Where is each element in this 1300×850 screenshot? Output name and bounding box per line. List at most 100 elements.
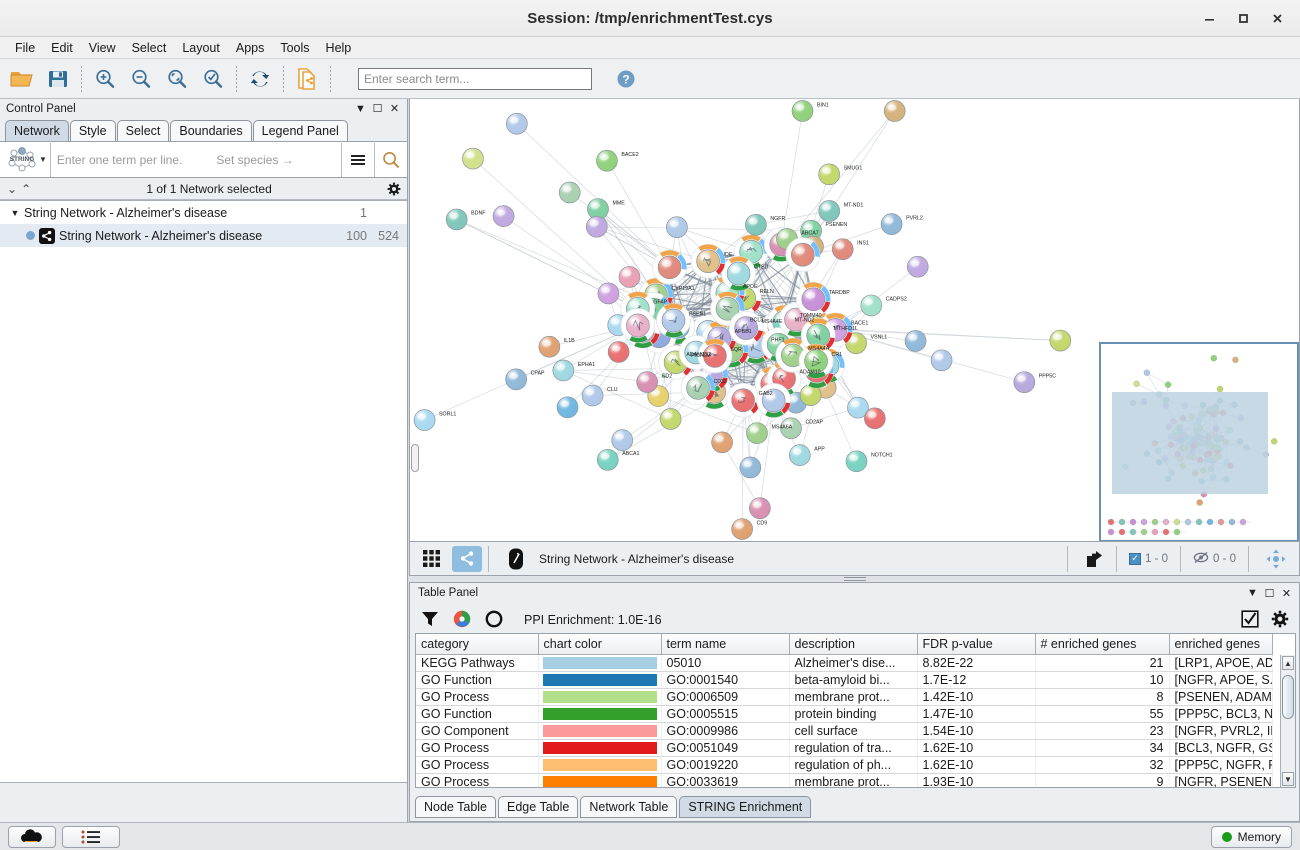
collapse-all-icon[interactable]: ⌄ <box>7 181 18 196</box>
window-controls <box>1192 0 1294 37</box>
table-panel-title: Table Panel <box>418 587 479 599</box>
donut-ring-icon[interactable] <box>484 609 504 632</box>
col-enriched-genes[interactable]: enriched genes <box>1169 634 1273 655</box>
pie-chart-icon[interactable] <box>452 609 472 632</box>
col-fdr-pvalue[interactable]: FDR p-value <box>917 634 1036 655</box>
table-row[interactable]: GO Process GO:0019220 regulation of ph... 1… <box>416 756 1273 774</box>
col-enriched-count[interactable]: # enriched genes <box>1035 634 1170 655</box>
scroll-down-arrow-icon[interactable]: ▼ <box>1282 772 1294 786</box>
tab-legend-panel[interactable]: Legend Panel <box>252 120 348 141</box>
overview-viewport-rect[interactable] <box>1112 392 1268 494</box>
zoom-out-icon[interactable] <box>123 62 159 96</box>
col-description[interactable]: description <box>789 634 918 655</box>
fit-content-icon[interactable] <box>1261 546 1291 572</box>
expand-all-icon[interactable]: ⌃ <box>21 181 32 196</box>
save-icon[interactable] <box>40 62 76 96</box>
table-chevron-down-icon[interactable]: ▼ <box>1247 587 1258 599</box>
help-icon[interactable]: ? <box>608 62 644 96</box>
export-network-icon[interactable] <box>289 62 325 96</box>
menu-help[interactable]: Help <box>325 40 352 55</box>
table-scroll-thumb[interactable] <box>1282 675 1294 719</box>
table-row[interactable]: GO Process GO:0051049 regulation of tra...… <box>416 739 1273 757</box>
tree-expand-icon[interactable]: ▼ <box>10 207 20 218</box>
tab-string-enrichment[interactable]: STRING Enrichment <box>679 796 812 818</box>
table-row[interactable]: GO Component GO:0009986 cell surface 1.54E-… <box>416 722 1273 740</box>
tab-network-table[interactable]: Network Table <box>580 796 678 818</box>
hamburger-menu-icon[interactable] <box>341 142 374 177</box>
set-species-link[interactable]: Set species → <box>216 152 294 167</box>
network-canvas[interactable]: MT-ND2 MT-ND1 VSNL1 GAB2 INS1 IL1B CLU MME BCL3 C… <box>410 99 1299 541</box>
menu-layout[interactable]: Layout <box>182 40 220 55</box>
col-category[interactable]: category <box>416 634 539 655</box>
zoom-in-icon[interactable] <box>87 62 123 96</box>
table-float-icon[interactable]: ☐ <box>1264 587 1275 600</box>
color-swatch <box>542 725 657 737</box>
table-close-icon[interactable]: ✕ <box>1281 587 1292 600</box>
export-image-icon[interactable] <box>1080 546 1110 572</box>
close-panel-icon[interactable]: ✕ <box>389 103 400 115</box>
table-vertical-scrollbar[interactable]: ▲ ▼ <box>1280 655 1295 787</box>
selected-nodes-counter[interactable]: ✓ 1 - 0 <box>1123 552 1174 565</box>
hidden-nodes-counter[interactable]: 0 - 0 <box>1187 551 1242 567</box>
float-panel-icon[interactable]: ☐ <box>372 103 383 115</box>
gear-icon[interactable] <box>1271 610 1289 631</box>
menu-apps[interactable]: Apps <box>235 40 265 55</box>
network-tree[interactable]: ▼ String Network - Alzheimer's disease 1… <box>0 200 407 783</box>
svg-text:MS4A4E: MS4A4E <box>762 319 783 325</box>
gear-icon[interactable] <box>385 181 402 197</box>
tab-edge-table[interactable]: Edge Table <box>498 796 579 818</box>
close-button[interactable] <box>1260 4 1294 34</box>
menu-tools[interactable]: Tools <box>280 40 310 55</box>
menu-view[interactable]: View <box>88 40 116 55</box>
panel-splitter[interactable] <box>409 576 1300 582</box>
network-overview-panel[interactable] <box>1099 342 1299 541</box>
toolbar-separator-4 <box>330 65 331 92</box>
network-tree-item[interactable]: String Network - Alzheimer's disease 100… <box>0 224 407 247</box>
network-tree-root-row[interactable]: ▼ String Network - Alzheimer's disease 1 <box>0 201 407 224</box>
task-list-icon[interactable] <box>62 825 120 848</box>
table-row[interactable]: GO Process GO:0006509 membrane prot... 1.42… <box>416 688 1273 706</box>
enrichment-table-container[interactable]: category chart color term name descripti… <box>415 633 1296 788</box>
tab-select[interactable]: Select <box>116 120 170 141</box>
grid-layout-icon[interactable] <box>416 546 446 572</box>
scroll-up-arrow-icon[interactable]: ▲ <box>1282 656 1294 670</box>
col-term-name[interactable]: term name <box>661 634 790 655</box>
menu-file[interactable]: File <box>15 40 36 55</box>
share-view-icon[interactable] <box>452 545 482 572</box>
tab-network[interactable]: Network <box>5 120 69 141</box>
tab-node-table[interactable]: Node Table <box>415 796 497 818</box>
checkbox-checked-icon[interactable]: ✓ <box>1128 552 1141 565</box>
memory-indicator[interactable]: Memory <box>1210 825 1292 848</box>
net-toolbar-separator-2 <box>1066 545 1068 572</box>
string-logo-icon[interactable]: STRING <box>0 143 44 177</box>
refresh-icon[interactable] <box>242 62 278 96</box>
menu-edit[interactable]: Edit <box>51 40 73 55</box>
search-icon[interactable] <box>374 142 407 177</box>
maximize-button[interactable] <box>1226 4 1260 34</box>
string-dropdown-caret-icon[interactable]: ▼ <box>39 155 47 164</box>
string-term-input[interactable]: Enter one term per line. Set species → <box>49 142 341 177</box>
open-folder-icon[interactable] <box>4 62 40 96</box>
cell-enriched-genes: [BCL3, NGFR, GS... <box>1169 739 1273 757</box>
minimize-button[interactable] <box>1192 4 1226 34</box>
table-row[interactable]: GO Function GO:0001540 beta-amyloid bi... 1… <box>416 671 1273 689</box>
table-row[interactable]: KEGG Pathways 05010 Alzheimer's dise... 8.8… <box>416 654 1273 672</box>
network-scroll-handle[interactable] <box>411 444 419 472</box>
eye-hidden-icon[interactable] <box>1193 551 1209 567</box>
tab-style[interactable]: Style <box>69 120 116 141</box>
chevron-down-icon[interactable]: ▼ <box>355 102 366 115</box>
tab-boundaries[interactable]: Boundaries <box>170 120 252 141</box>
menu-select[interactable]: Select <box>131 40 167 55</box>
table-row[interactable]: GO Function GO:0005515 protein binding 1.47… <box>416 705 1273 723</box>
filter-icon[interactable] <box>420 609 440 632</box>
annotation-icon[interactable] <box>501 546 531 572</box>
cloud-icon[interactable] <box>8 825 56 848</box>
col-chart-color[interactable]: chart color <box>538 634 662 655</box>
search-input[interactable]: Enter search term... <box>358 67 592 90</box>
select-all-checkbox-icon[interactable] <box>1241 609 1259 631</box>
network-view[interactable]: MT-ND2 MT-ND1 VSNL1 GAB2 INS1 IL1B CLU MME BCL3 C… <box>409 99 1300 542</box>
zoom-selected-icon[interactable] <box>195 62 231 96</box>
zoom-fit-icon[interactable] <box>159 62 195 96</box>
network-view-title: String Network - Alzheimer's disease <box>539 551 735 566</box>
table-row[interactable]: GO Process GO:0033619 membrane prot... 1.93… <box>416 773 1273 787</box>
